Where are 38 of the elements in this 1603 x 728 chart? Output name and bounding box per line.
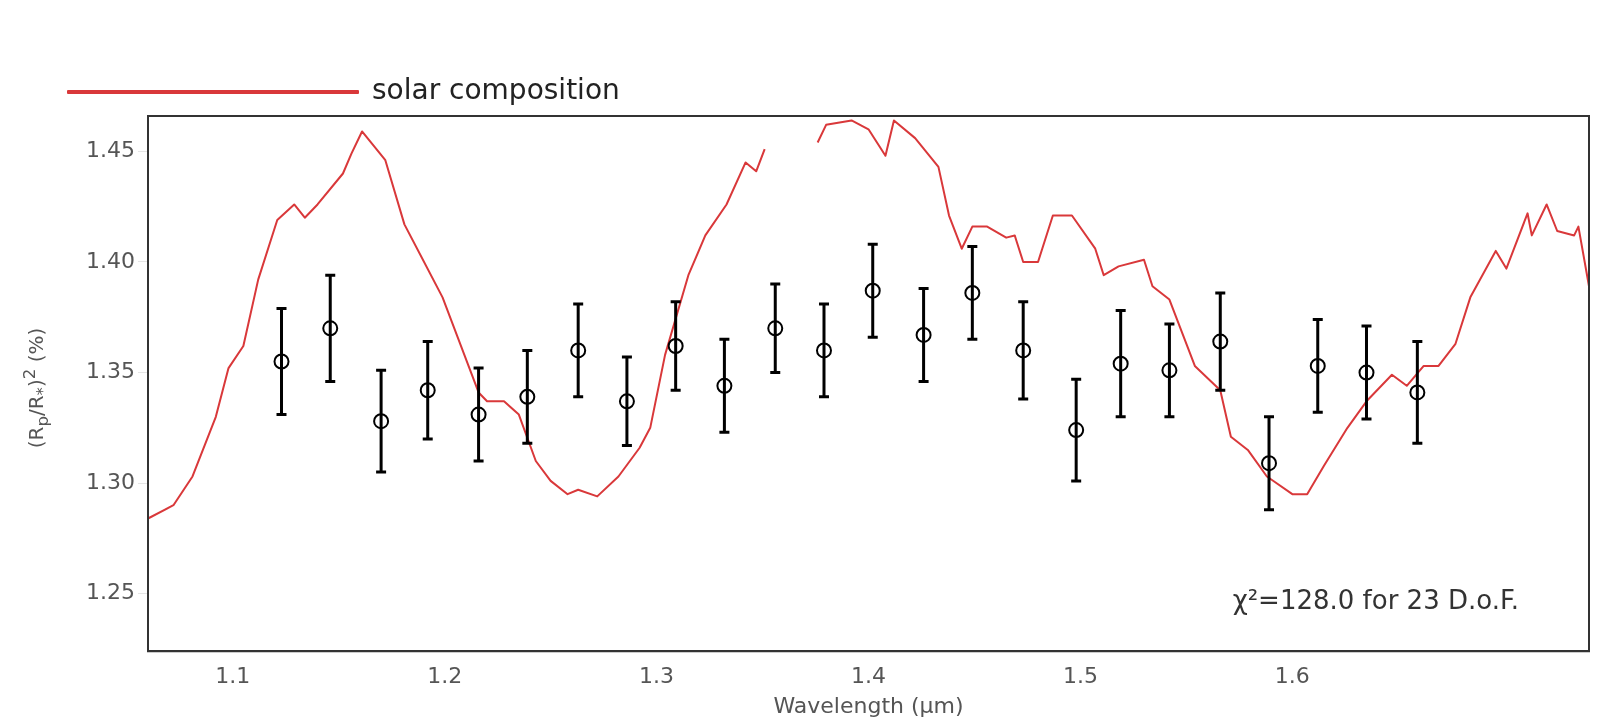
point (1015, 342, 1032, 359)
point (1358, 364, 1375, 381)
point (1068, 422, 1085, 439)
point (373, 413, 390, 430)
point (1112, 355, 1129, 372)
series-label: solar composition (372, 73, 620, 107)
point (273, 353, 290, 370)
y-tick-label: 1.40 (86, 247, 135, 273)
x-axis-title: Wavelength (μm) (773, 692, 964, 718)
point (322, 320, 339, 337)
point (767, 320, 784, 337)
point (519, 388, 536, 405)
point (915, 326, 932, 343)
x-tick-label: 1.5 (1062, 663, 1098, 689)
point (964, 284, 981, 301)
point (816, 342, 832, 359)
x-tick-label: 1.3 (639, 663, 675, 689)
point (667, 338, 684, 354)
y-tick-label: 1.45 (86, 137, 135, 163)
point (1309, 357, 1326, 374)
point (618, 393, 635, 410)
point (864, 282, 881, 299)
annotation: χ²=128.0 for 23 D.o.F. (1232, 585, 1519, 616)
x-tick-label: 1.2 (427, 663, 463, 689)
point (470, 406, 487, 423)
y-tick-label: 1.25 (86, 579, 135, 605)
y-tick-label: 1.35 (86, 358, 135, 384)
point (716, 377, 733, 394)
point (1161, 362, 1178, 379)
point (570, 342, 587, 359)
point (1261, 455, 1278, 472)
point (1409, 384, 1426, 401)
x-tick-label: 1.6 (1274, 663, 1310, 689)
x-tick-label: 1.4 (851, 663, 886, 689)
point (419, 382, 436, 399)
x-tick-label: 1.1 (215, 663, 251, 689)
point (1212, 333, 1229, 350)
y-tick-label: 1.30 (86, 468, 135, 494)
